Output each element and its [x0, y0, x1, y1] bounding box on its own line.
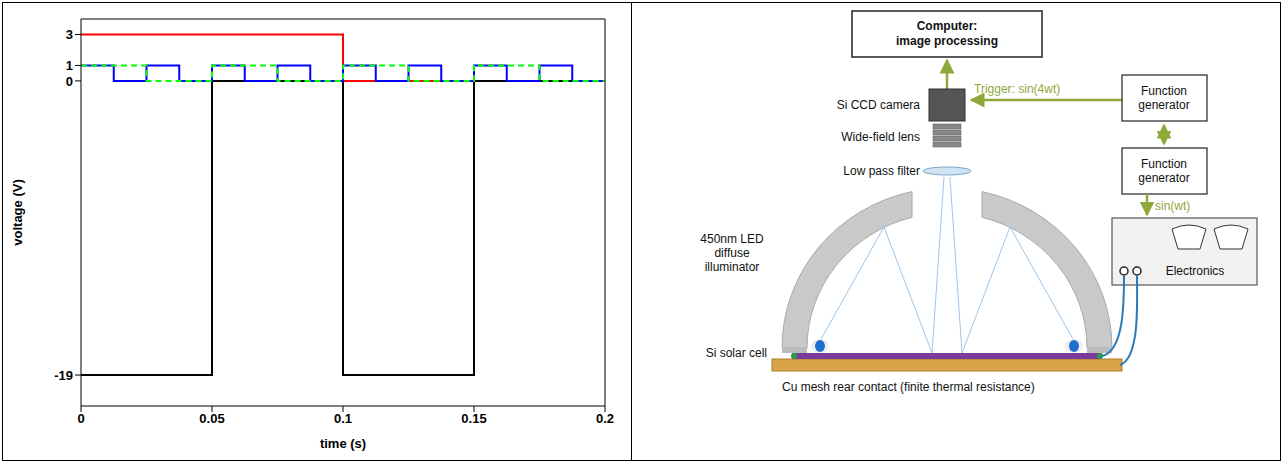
svg-text:Low pass filter: Low pass filter	[843, 164, 920, 178]
svg-text:3: 3	[66, 27, 73, 42]
svg-text:Electronics: Electronics	[1166, 264, 1225, 278]
svg-text:voltage (V): voltage (V)	[10, 179, 25, 245]
svg-text:Cu mesh rear contact (finite t: Cu mesh rear contact (finite thermal res…	[782, 380, 1035, 394]
svg-text:Trigger: sin(4wt): Trigger: sin(4wt)	[974, 82, 1060, 96]
svg-text:Wide-field lens: Wide-field lens	[841, 130, 920, 144]
svg-text:time (s): time (s)	[320, 436, 366, 451]
svg-text:Si solar cell: Si solar cell	[706, 346, 767, 360]
svg-text:1: 1	[66, 58, 73, 73]
svg-text:generator: generator	[1138, 98, 1189, 112]
svg-text:0.1: 0.1	[334, 411, 352, 426]
svg-text:Function: Function	[1141, 84, 1187, 98]
svg-text:illuminator: illuminator	[705, 260, 760, 274]
svg-text:0: 0	[77, 411, 84, 426]
svg-text:Si CCD camera: Si CCD camera	[837, 98, 921, 112]
svg-text:0.2: 0.2	[596, 411, 614, 426]
svg-text:Computer:: Computer:	[917, 19, 978, 33]
svg-text:-19: -19	[54, 368, 73, 383]
svg-text:0.05: 0.05	[199, 411, 224, 426]
svg-text:generator: generator	[1138, 171, 1189, 185]
svg-text:sin(wt): sin(wt)	[1155, 199, 1190, 213]
svg-text:450nm LED: 450nm LED	[700, 232, 764, 246]
svg-text:Function: Function	[1141, 157, 1187, 171]
svg-text:0: 0	[66, 74, 73, 89]
svg-text:image processing: image processing	[896, 34, 998, 48]
svg-text:0.15: 0.15	[461, 411, 486, 426]
svg-text:diffuse: diffuse	[714, 246, 749, 260]
